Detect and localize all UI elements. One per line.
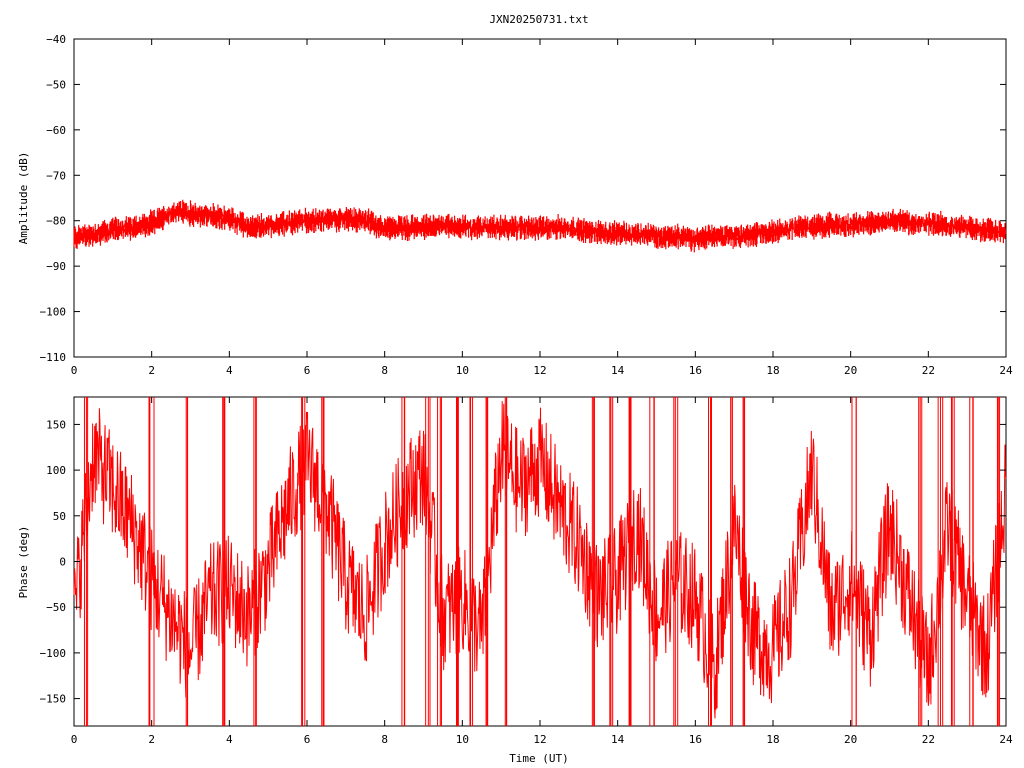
phase-x-tick-label: 22 bbox=[922, 733, 935, 746]
chart-title: JXN20250731.txt bbox=[489, 13, 588, 26]
phase-x-tick-label: 10 bbox=[456, 733, 469, 746]
amplitude-y-tick-label: −60 bbox=[46, 124, 66, 137]
amplitude-x-tick-label: 22 bbox=[922, 364, 935, 377]
amplitude-panel: 0 2 4 6 8 10 12 14 16 18 20 22 24−40−50−60−70−80−90−… bbox=[17, 33, 1013, 377]
phase-panel: 0 2 4 6 8 10 12 14 16 18 20 22 24150100500−50−100−15… bbox=[17, 396, 1013, 765]
phase-ticks: 0 2 4 6 8 10 12 14 16 18 20 22 24150100500−50−100−15… bbox=[40, 397, 1013, 746]
phase-x-tick-label: 2 bbox=[148, 733, 155, 746]
phase-x-tick-label: 8 bbox=[381, 733, 388, 746]
amplitude-y-tick-label: −100 bbox=[40, 306, 67, 319]
phase-y-axis-label: Phase (deg) bbox=[17, 526, 30, 599]
amplitude-x-tick-label: 0 bbox=[71, 364, 78, 377]
phase-x-tick-label: 14 bbox=[611, 733, 625, 746]
phase-y-tick-label: 100 bbox=[46, 464, 66, 477]
amplitude-x-tick-label: 10 bbox=[456, 364, 469, 377]
phase-x-tick-label: 12 bbox=[533, 733, 546, 746]
amplitude-x-tick-label: 16 bbox=[689, 364, 702, 377]
phase-y-tick-label: −150 bbox=[40, 693, 67, 706]
amplitude-x-tick-label: 12 bbox=[533, 364, 546, 377]
amplitude-x-tick-label: 14 bbox=[611, 364, 625, 377]
phase-y-tick-label: 0 bbox=[59, 556, 66, 569]
phase-x-tick-label: 18 bbox=[766, 733, 779, 746]
amplitude-y-tick-label: −90 bbox=[46, 260, 66, 273]
amplitude-x-tick-label: 18 bbox=[766, 364, 779, 377]
amplitude-series-line bbox=[73, 199, 1007, 253]
phase-wrap-spikes bbox=[83, 397, 1001, 726]
phase-x-axis-label: Time (UT) bbox=[509, 752, 569, 765]
amplitude-y-axis-label: Amplitude (dB) bbox=[17, 152, 30, 245]
phase-x-tick-label: 0 bbox=[71, 733, 78, 746]
amplitude-ticks: 0 2 4 6 8 10 12 14 16 18 20 22 24−40−50−60−70−80−90−… bbox=[40, 33, 1013, 377]
amplitude-x-tick-label: 4 bbox=[226, 364, 233, 377]
amplitude-x-tick-label: 24 bbox=[999, 364, 1013, 377]
phase-trace bbox=[73, 397, 1007, 726]
phase-x-tick-label: 6 bbox=[304, 733, 311, 746]
amplitude-y-tick-label: −50 bbox=[46, 78, 66, 91]
phase-y-tick-label: −100 bbox=[40, 647, 67, 660]
phase-x-tick-label: 4 bbox=[226, 733, 233, 746]
amplitude-y-tick-label: −70 bbox=[46, 169, 66, 182]
amplitude-x-tick-label: 20 bbox=[844, 364, 857, 377]
amplitude-x-tick-label: 8 bbox=[381, 364, 388, 377]
amplitude-y-tick-label: −110 bbox=[40, 351, 67, 364]
amplitude-y-tick-label: −80 bbox=[46, 215, 66, 228]
amplitude-trace bbox=[73, 199, 1007, 253]
phase-x-tick-label: 16 bbox=[689, 733, 702, 746]
amplitude-plot-frame bbox=[73, 38, 1007, 358]
amplitude-y-tick-label: −40 bbox=[46, 33, 66, 46]
phase-x-tick-label: 20 bbox=[844, 733, 857, 746]
amplitude-x-tick-label: 2 bbox=[148, 364, 155, 377]
phase-y-tick-label: −50 bbox=[46, 601, 66, 614]
phase-y-tick-label: 150 bbox=[46, 418, 66, 431]
amplitude-x-tick-label: 6 bbox=[304, 364, 311, 377]
phase-x-tick-label: 24 bbox=[999, 733, 1013, 746]
phase-y-tick-label: 50 bbox=[53, 510, 66, 523]
phase-series-line bbox=[73, 401, 1007, 719]
